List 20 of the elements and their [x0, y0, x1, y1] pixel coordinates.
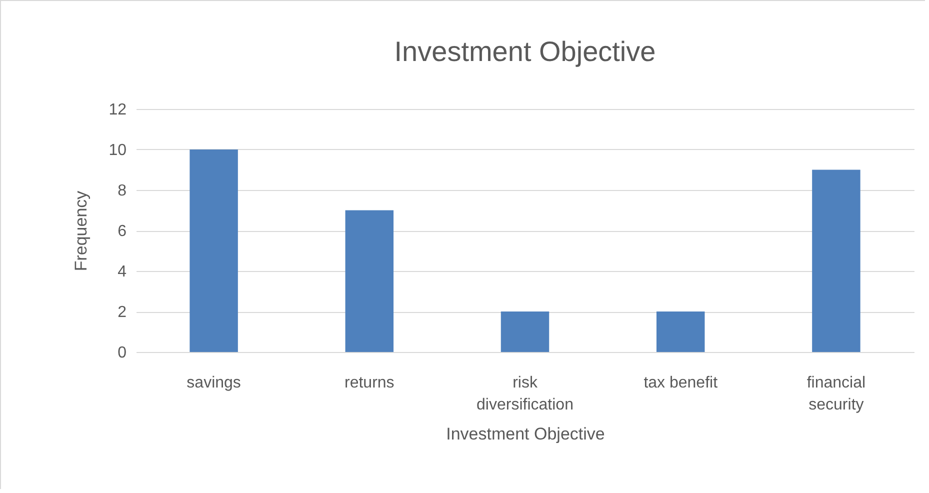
x-tick-label: tax benefit [644, 374, 718, 392]
y-tick-label: 4 [118, 264, 127, 280]
x-tick-label: returns [344, 374, 394, 392]
chart-title: Investment Objective [394, 36, 656, 67]
y-tick-label: 12 [108, 102, 127, 118]
y-tick-label: 6 [118, 223, 127, 240]
y-tick-label: 10 [108, 142, 127, 159]
y-tick-label: 2 [118, 304, 127, 321]
x-tick-label: savings [186, 374, 241, 392]
bar [500, 312, 550, 352]
bar [190, 150, 238, 352]
y-axis-title: Frequency [72, 190, 91, 272]
bar [656, 312, 705, 352]
y-tick-label: 0 [118, 344, 127, 362]
x-tick-label: financial security [806, 374, 866, 414]
y-tick-label: 8 [118, 182, 127, 200]
bar [345, 210, 394, 352]
bar [812, 170, 860, 352]
x-axis-title: Investment Objective [446, 424, 605, 444]
x-tick-label: risk diversification [476, 374, 574, 414]
